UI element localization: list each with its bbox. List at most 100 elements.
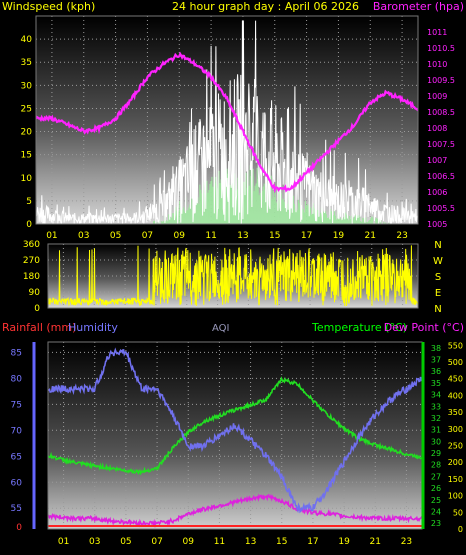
aqi-legend: AQI: [212, 323, 230, 334]
temperature-x-ticks: 01 03 05 07 09 11 13 15 17 19 21 23: [58, 537, 412, 547]
dewpoint-legend: Dew Point (°C): [384, 321, 464, 334]
hour-tick-label: 17: [301, 231, 312, 241]
hour-tick-label: 19: [333, 231, 345, 241]
humidity-tick-label: 80: [11, 374, 23, 384]
aqi-tick-label: 500: [448, 358, 463, 367]
hour-tick-label: 11: [214, 537, 225, 547]
compass-letter: W: [433, 256, 443, 267]
hour-tick-label: 09: [183, 537, 195, 547]
wind-plot-frame: [35, 15, 419, 225]
barometer-tick-label: 1010.5: [427, 44, 455, 53]
wind-speed-label: Windspeed (kph): [2, 0, 95, 13]
temperature-tick-label: 29: [431, 449, 441, 458]
temperature-tick-label: 28: [431, 461, 441, 470]
humidity-tick-label: 55: [11, 504, 22, 514]
hour-tick-label: 21: [365, 231, 376, 241]
wind-tick-label: 10: [21, 174, 33, 184]
temperature-tick-label: 31: [431, 426, 441, 435]
dewpoint-line: [48, 493, 422, 529]
hour-tick-label: 15: [269, 231, 280, 241]
humidity-tick-label: 75: [11, 400, 22, 410]
wind-tick-label: 25: [21, 104, 32, 114]
barometer-tick-label: 1006: [427, 188, 447, 197]
compass-letter: N: [434, 304, 441, 315]
aqi-tick-label: 250: [448, 442, 463, 451]
compass-letter: S: [435, 272, 441, 283]
aqi-axis-ticks: 0 50 100 150 200 250 300 350 400 450 500 550: [448, 341, 463, 534]
temperature-tick-label: 32: [431, 414, 441, 423]
aqi-tick-label: 400: [448, 391, 463, 400]
humidity-tick-label: 70: [11, 426, 23, 436]
humidity-tick-label: 60: [11, 478, 23, 488]
barometer-tick-label: 1009.5: [427, 76, 455, 85]
temperature-legend: Temperature (°C): [311, 321, 407, 334]
temperature-tick-label: 25: [431, 496, 441, 505]
hour-tick-label: 03: [78, 231, 89, 241]
barometer-tick-label: 1008: [427, 124, 447, 133]
barometer-tick-label: 1006.5: [427, 172, 455, 181]
aqi-tick-label: 100: [448, 492, 463, 501]
aqi-tick-label: 450: [448, 375, 463, 384]
temperature-tick-label: 24: [431, 507, 441, 516]
aqi-tick-label: 350: [448, 408, 463, 417]
hour-tick-label: 05: [120, 537, 131, 547]
aqi-tick-label: 300: [448, 425, 463, 434]
temperature-line: [48, 376, 422, 476]
aqi-tick-label: 550: [448, 341, 463, 350]
barometer-tick-label: 1008.5: [427, 108, 455, 117]
barometer-tick-label: 1005.5: [427, 204, 455, 213]
barometer-tick-label: 1010: [427, 60, 447, 69]
barometer-tick-label: 1009: [427, 92, 447, 101]
hour-tick-label: 09: [174, 231, 186, 241]
hour-tick-label: 07: [151, 537, 162, 547]
humidity-legend: Humidity: [68, 321, 118, 334]
compass-letter: N: [434, 240, 441, 251]
aqi-tick-label: 50: [453, 508, 463, 517]
aqi-tick-label: 200: [448, 458, 463, 467]
graph-title: 24 hour graph day : April 06 2026: [172, 0, 359, 13]
wind-tick-label: 35: [21, 58, 32, 68]
direction-tick-label: 90: [29, 288, 41, 298]
hour-tick-label: 01: [58, 537, 69, 547]
temperature-tick-label: 35: [431, 379, 441, 388]
temperature-tick-label: 33: [431, 402, 441, 411]
aqi-tick-label: 150: [448, 475, 463, 484]
hour-tick-label: 15: [276, 537, 287, 547]
hour-tick-label: 11: [205, 231, 216, 241]
temperature-axis-ticks: 23 24 25 26 27 28 29 30 31 32 33 34 35 36 37 38: [431, 344, 441, 528]
hour-tick-label: 01: [46, 231, 57, 241]
temperature-tick-label: 36: [431, 367, 441, 376]
humidity-tick-label: 85: [11, 348, 22, 358]
wind-tick-label: 0: [26, 220, 32, 230]
direction-tick-label: 180: [23, 272, 40, 282]
direction-tick-label: 360: [23, 240, 40, 250]
humidity-axis-ticks: 55 60 65 70 75 80 85: [11, 348, 23, 514]
temperature-tick-label: 37: [431, 356, 441, 365]
hour-tick-label: 23: [396, 231, 407, 241]
temperature-tick-label: 34: [431, 391, 441, 400]
wind-tick-label: 15: [21, 151, 32, 161]
wind-speed-path: [36, 20, 418, 224]
temperature-tick-label: 26: [431, 484, 441, 493]
barometer-tick-label: 1011: [427, 28, 447, 37]
hour-tick-label: 17: [307, 537, 318, 547]
temperature-tick-label: 27: [431, 472, 441, 481]
direction-plot-frame: [47, 243, 419, 309]
direction-tick-label: 270: [23, 256, 40, 266]
temperature-tick-label: 30: [431, 437, 441, 446]
hour-tick-label: 13: [245, 537, 256, 547]
rainfall-axis-tick: 0: [16, 523, 22, 533]
compass-letter: E: [435, 288, 441, 299]
wind-tick-label: 40: [21, 35, 33, 45]
hour-tick-label: 23: [401, 537, 412, 547]
temperature-tick-label: 23: [431, 519, 441, 528]
humidity-tick-label: 65: [11, 452, 22, 462]
barometer-tick-label: 1005: [427, 220, 447, 229]
humidity-line: [48, 347, 422, 514]
barometer-label: Barometer (hpa): [373, 0, 464, 13]
barometer-axis-ticks: 1005 1005.5 1006 1006.5 1007 1007.5 1008 1008.5…: [427, 28, 455, 229]
wind-direction-trace: [48, 245, 418, 307]
wind-tick-label: 5: [26, 197, 32, 207]
